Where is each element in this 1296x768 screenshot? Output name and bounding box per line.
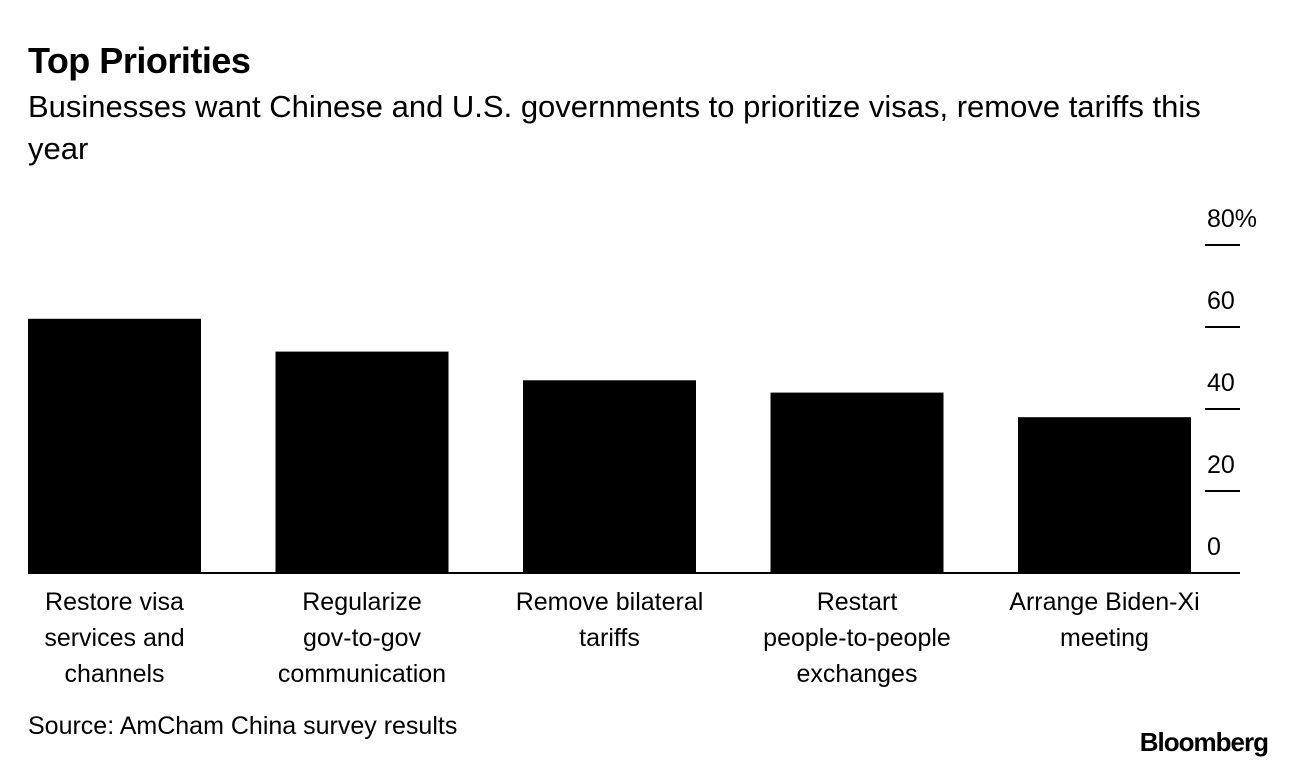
category-label-line: people-to-people [763, 624, 951, 652]
bar-5 [1018, 417, 1191, 573]
category-label-2: Regularize gov-to-gov communication [278, 588, 446, 688]
category-label-line: channels [64, 660, 164, 688]
y-tick-label-60: 60 [1207, 287, 1235, 315]
category-label-3: Remove bilateral tariffs [516, 588, 704, 652]
category-label-line: exchanges [797, 660, 918, 688]
chart-subtitle: Businesses want Chinese and U.S. governm… [28, 89, 1201, 166]
category-label-line: meeting [1060, 624, 1149, 652]
category-label-1: Restore visa services and channels [44, 588, 184, 688]
category-label-line: Restart [817, 588, 898, 616]
bar-4 [770, 392, 944, 573]
category-label-line: services and [44, 624, 184, 652]
category-label-line: Regularize [302, 588, 422, 616]
bar-3 [523, 380, 696, 573]
y-tick-label-20: 20 [1207, 451, 1235, 479]
bar-1 [28, 318, 201, 573]
category-label-line: Arrange Biden-Xi [1009, 588, 1199, 616]
y-tick-label-0: 0 [1207, 533, 1221, 561]
bloomberg-logo: Bloomberg [1139, 727, 1269, 757]
bar-2 [275, 351, 449, 573]
category-label-line: gov-to-gov [303, 624, 422, 652]
category-label-line: communication [278, 660, 446, 688]
category-label-line: Remove bilateral [516, 588, 704, 616]
y-tick-label-80: 80% [1207, 205, 1257, 233]
category-label-5: Arrange Biden-Xi meeting [1009, 588, 1199, 652]
category-label-line: Restore visa [45, 588, 184, 616]
category-label-line: tariffs [579, 624, 640, 652]
source-note: Source: AmCham China survey results [28, 712, 458, 740]
y-tick-label-40: 40 [1207, 369, 1235, 397]
category-label-4: Restart people-to-people exchanges [763, 588, 951, 688]
chart-title: Top Priorities [28, 40, 251, 81]
